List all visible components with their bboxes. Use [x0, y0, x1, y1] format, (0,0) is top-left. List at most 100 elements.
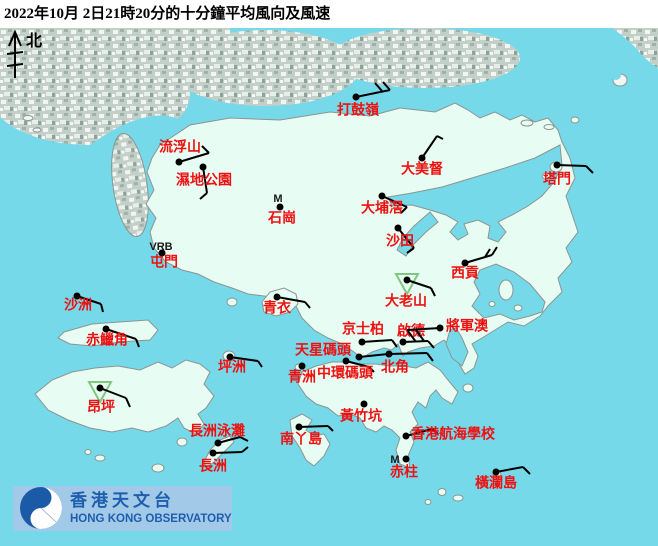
station-dot-icon [352, 93, 360, 101]
wind-barb-icon [327, 425, 334, 432]
wind-barb-icon [382, 81, 391, 91]
wind-barb-icon [407, 330, 417, 343]
station-label-tap-mun: 塔門 [543, 171, 571, 188]
station-dot-icon [298, 362, 306, 370]
wind-barb-icon [217, 436, 241, 444]
wind-barb-icon [105, 328, 137, 340]
north-label: 北 [26, 32, 42, 50]
station-dot-icon [403, 276, 411, 284]
station-label-ta-kwu-ling: 打鼓嶺 [337, 102, 380, 119]
wind-barb-icon [431, 428, 439, 435]
station-label-stanley: 赤柱 [390, 464, 418, 481]
station-sha-chau: 沙洲 [64, 292, 104, 314]
po-toi-2 [452, 494, 464, 502]
station-tates-cairn: 大老山 [385, 273, 436, 310]
wind-barb-icon [406, 247, 415, 254]
station-dot-icon [360, 400, 368, 408]
station-dot-icon [418, 154, 426, 162]
hong-kong-island [297, 361, 459, 469]
wind-barb-icon [374, 82, 383, 92]
deep-bay-islets [22, 115, 42, 133]
station-dot-icon [355, 353, 363, 361]
station-dot-icon [436, 324, 444, 332]
station-dot-icon [394, 224, 402, 232]
station-label-chek-lap-kok: 赤鱲角 [86, 332, 128, 349]
wind-barb-icon [381, 195, 408, 208]
wind-barb-icon [276, 296, 306, 303]
port-island [570, 116, 580, 124]
wind-barb-icon [298, 425, 329, 428]
grass-island [541, 172, 551, 180]
deep-bay [0, 115, 194, 272]
station-label-tates-cairn: 大老山 [385, 293, 427, 310]
tolo-harbour [387, 144, 563, 257]
kau-sai-chau [498, 279, 514, 301]
ma-wan-island [226, 297, 238, 307]
station-label-tsing-yi: 青衣 [263, 300, 292, 317]
sha-tin-inlet [396, 211, 439, 257]
station-label-star-ferry-pier: 天星碼頭 [295, 343, 352, 359]
station-dot-icon [378, 192, 386, 200]
wind-barb-icon [491, 246, 498, 256]
wind-barb-icon [202, 166, 208, 194]
po-toi-3 [424, 499, 432, 505]
station-chek-lap-kok: 赤鱲角 [86, 325, 140, 349]
station-ta-kwu-ling: 打鼓嶺 [337, 81, 391, 119]
station-tsing-yi: 青衣 [263, 293, 311, 317]
station-dot-icon [175, 158, 183, 166]
station-dot-icon [276, 203, 284, 211]
station-label-sha-chau: 沙洲 [64, 298, 92, 314]
wind-barb-icon [125, 397, 131, 408]
po-toi-1 [437, 488, 447, 496]
station-label-sai-kung: 西貢 [451, 266, 479, 282]
station-dot-icon [273, 293, 281, 301]
wind-barb-icon [100, 303, 104, 313]
port-shelter-islet-1 [513, 304, 523, 312]
wind-barb-icon [495, 466, 524, 473]
station-wong-chuk-hang: 黃竹坑 [339, 400, 382, 425]
station-dot-icon [402, 432, 410, 440]
station-tai-po-kau: 大埔滘 [361, 192, 408, 217]
wind-barb-icon [464, 254, 493, 264]
tsing-yi-island [261, 287, 299, 317]
station-flag-m: M [273, 193, 282, 205]
station-label-sha-tin: 沙田 [386, 234, 414, 250]
station-flag-m: M [390, 454, 399, 466]
station-tai-mei-tuk: 大美督 [401, 135, 444, 178]
wind-barb-icon [361, 339, 393, 343]
wind-barb-icon [135, 338, 140, 348]
wind-barb-icon [426, 352, 434, 362]
station-label-tai-mei-tuk: 大美督 [401, 161, 443, 178]
station-dot-icon [358, 338, 366, 346]
station-dot-icon [385, 350, 393, 358]
station-lamma-island: 南丫島 [280, 423, 334, 448]
crescent-islet [611, 70, 628, 87]
map-title: 2022年10月 2日21時20分的十分鐘平均風向及風速 [4, 4, 330, 22]
station-sai-kung: 西貢 [451, 246, 498, 282]
station-ngong-ping: 昂坪 [87, 381, 131, 416]
station-dot-icon [461, 259, 469, 267]
chek-lap-kok-airport-island [57, 319, 159, 347]
north-arrow [6, 29, 24, 78]
station-kings-park: 京士柏 [342, 321, 398, 348]
shekou-peninsula [111, 132, 149, 238]
wind-barb-icon [345, 360, 370, 368]
station-cheung-chau-beach: 長洲泳灘 [189, 423, 249, 447]
station-label-ngong-ping: 昂坪 [87, 400, 115, 416]
station-label-tai-po-kau: 大埔滘 [361, 200, 403, 217]
wind-barb-icon [430, 287, 436, 297]
station-label-tseung-kwan-o: 將軍澳 [446, 318, 489, 335]
station-shek-kong: M 石崗 [267, 193, 296, 227]
shenzhen-urban-area [0, 28, 658, 145]
hei-ling-chau [176, 437, 188, 447]
station-label-wetland-park: 濕地公園 [176, 172, 232, 189]
station-label-kai-tak: 啟德 [397, 323, 425, 340]
station-wetland-park: 濕地公園 [176, 163, 232, 200]
wind-barb-icon [415, 329, 425, 342]
tung-lung-chau [462, 383, 474, 393]
station-tseung-kwan-o: 將軍澳 [406, 318, 489, 343]
wind-barb-icon [178, 152, 210, 163]
station-central-pier: 中環碼頭 [317, 357, 375, 382]
wind-barb-icon [436, 135, 444, 140]
